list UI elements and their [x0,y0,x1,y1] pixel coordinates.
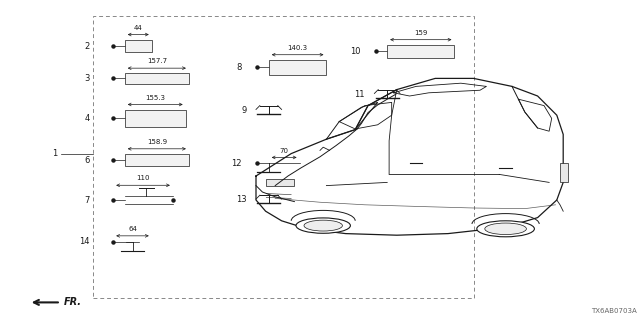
Ellipse shape [485,223,526,235]
Text: 12: 12 [232,159,242,168]
Text: 3: 3 [84,74,90,83]
Bar [560,163,568,182]
Text: 6: 6 [84,156,90,164]
Text: 70: 70 [280,148,289,154]
Text: 13: 13 [236,195,246,204]
Text: 14: 14 [79,237,90,246]
Bar [93,16,474,298]
Text: 64: 64 [128,226,137,232]
Text: 158.9: 158.9 [147,139,167,145]
Ellipse shape [477,221,534,237]
Text: 9: 9 [241,106,246,115]
Text: 10: 10 [350,47,360,56]
Text: 1: 1 [52,149,58,158]
Text: 140.3: 140.3 [287,45,308,51]
Bar [269,60,326,75]
Bar [125,73,189,84]
Text: FR.: FR. [64,297,82,308]
Bar [266,179,294,186]
Text: 4: 4 [84,114,90,123]
Text: 7: 7 [84,196,90,204]
Text: 155.3: 155.3 [145,95,165,101]
Text: TX6AB0703A: TX6AB0703A [591,308,637,314]
Text: 8: 8 [237,63,242,72]
Text: 11: 11 [355,90,365,99]
Bar [125,154,189,166]
Bar [125,40,152,52]
Text: 157.7: 157.7 [147,58,167,64]
Text: 2: 2 [84,42,90,51]
Bar [125,109,186,127]
Text: 159: 159 [414,30,428,36]
Ellipse shape [304,220,342,231]
Text: 110: 110 [136,175,150,181]
Ellipse shape [296,218,351,233]
Text: 44: 44 [134,25,143,31]
Bar [387,45,454,58]
